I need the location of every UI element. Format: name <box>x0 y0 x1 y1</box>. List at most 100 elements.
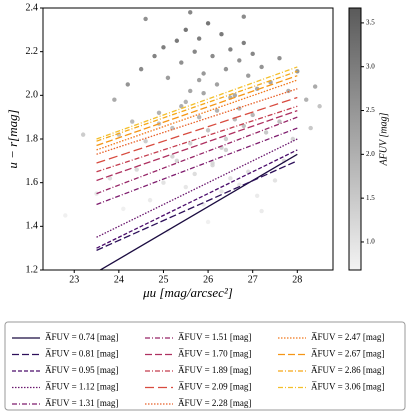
legend-label: A̅FUV = 0.74 [mag] <box>45 332 118 342</box>
scatter-point <box>188 10 193 15</box>
scatter-point <box>205 21 211 26</box>
scatter-point <box>156 110 162 116</box>
legend-label: A̅FUV = 1.70 [mag] <box>178 349 251 359</box>
scatter-point <box>263 130 269 135</box>
trend-line <box>96 160 298 251</box>
scatter-point <box>174 38 180 43</box>
plot-frame <box>42 7 334 271</box>
x-tick-label: 25 <box>158 274 168 285</box>
scatter-point <box>241 40 246 46</box>
scatter-point <box>165 75 171 81</box>
scatter-point <box>205 128 211 133</box>
scatter-point <box>241 14 246 19</box>
scatter-point <box>228 47 233 52</box>
trend-line <box>98 153 298 270</box>
scatter-point <box>80 132 86 137</box>
scatter-point <box>304 97 309 102</box>
scatter-point <box>130 119 135 124</box>
colorbar <box>348 7 362 271</box>
trend-line <box>96 96 298 164</box>
trend-line <box>96 127 298 206</box>
scatter-point <box>219 189 224 194</box>
scatter-point <box>138 66 144 72</box>
scatter-point <box>317 104 322 109</box>
scatter-point <box>254 193 260 198</box>
scatter-point <box>228 176 233 181</box>
scatter-point <box>170 154 175 159</box>
colorbar-label: AFUV [mag] <box>378 112 389 166</box>
colorbar-tick-label: 1.0 <box>366 238 375 246</box>
scatter-point <box>232 93 238 98</box>
scatter-point <box>312 84 318 89</box>
scatter-point <box>210 53 215 59</box>
scatter-point <box>112 97 117 102</box>
scatter-point <box>250 112 255 118</box>
scatter-point <box>272 178 278 183</box>
x-tick-label: 23 <box>69 274 79 285</box>
scatter-point <box>259 208 264 214</box>
legend-label: A̅FUV = 1.51 [mag] <box>178 332 251 342</box>
y-tick-label: 1.2 <box>26 264 39 275</box>
scatter-point <box>286 88 291 94</box>
scatter-point <box>170 125 175 131</box>
scatter-point <box>188 88 193 94</box>
scatter-point <box>143 16 148 22</box>
scatter-point <box>188 141 193 146</box>
legend-label: A̅FUV = 1.89 [mag] <box>178 365 251 375</box>
scatter-point <box>214 82 220 87</box>
colorbar-tick-label: 3.5 <box>366 19 375 27</box>
x-axis-label: μu [mag/arcsec²] <box>142 285 233 300</box>
x-tick-label: 28 <box>292 274 302 285</box>
trend-line <box>96 88 298 155</box>
scatter-point <box>161 45 166 50</box>
trend-line <box>96 110 298 182</box>
y-tick-label: 1.6 <box>26 177 39 188</box>
y-tick-label: 1.4 <box>26 221 39 232</box>
trend-line <box>96 116 298 195</box>
scatter-point <box>143 138 148 144</box>
scatter-point <box>183 184 188 190</box>
trend-line <box>96 75 298 147</box>
scatter-point <box>196 36 202 41</box>
scatter-point <box>196 77 202 83</box>
scatter-point <box>237 182 242 188</box>
scatter-point <box>223 66 229 72</box>
scatter-point <box>196 114 202 120</box>
legend-label: A̅FUV = 1.31 [mag] <box>45 398 118 408</box>
scatter-point <box>246 73 251 78</box>
colorbar-tick-label: 2.5 <box>366 106 375 114</box>
legend-label: A̅FUV = 0.81 [mag] <box>45 349 118 359</box>
scatter-point <box>250 51 255 57</box>
scatter-point <box>205 219 211 225</box>
legend-label: A̅FUV = 2.47 [mag] <box>311 332 384 342</box>
scatter-point <box>152 53 157 59</box>
scatter-point <box>183 27 188 33</box>
trend-line <box>96 66 298 140</box>
legend-label: A̅FUV = 2.09 [mag] <box>178 382 251 392</box>
plot-area <box>63 10 322 270</box>
scatter-point <box>223 147 229 153</box>
scatter-point <box>63 213 68 218</box>
scatter-point <box>201 90 206 96</box>
trend-line <box>96 138 298 238</box>
x-tick-label: 27 <box>248 274 258 285</box>
scatter-point <box>192 49 197 54</box>
legend-label: A̅FUV = 0.95 [mag] <box>45 365 118 375</box>
legend-label: A̅FUV = 2.86 [mag] <box>311 365 384 375</box>
legend-label: A̅FUV = 2.67 [mag] <box>311 349 384 359</box>
trend-line <box>96 70 298 142</box>
colorbar-tick-label: 2.0 <box>366 150 375 158</box>
y-tick-label: 2.0 <box>26 90 39 101</box>
scatter-point <box>134 167 139 172</box>
scatter-point <box>179 104 184 109</box>
y-axis-label: u − r[mag] <box>5 109 20 168</box>
scatter-point <box>201 71 206 76</box>
y-tick-label: 2.4 <box>26 2 39 13</box>
legend-label: A̅FUV = 2.28 [mag] <box>178 398 251 408</box>
scatter-point <box>147 197 153 203</box>
x-tick-label: 24 <box>114 274 124 285</box>
scatter-point <box>223 136 229 142</box>
x-tick-label: 26 <box>203 274 213 285</box>
scatter-point <box>183 99 188 105</box>
